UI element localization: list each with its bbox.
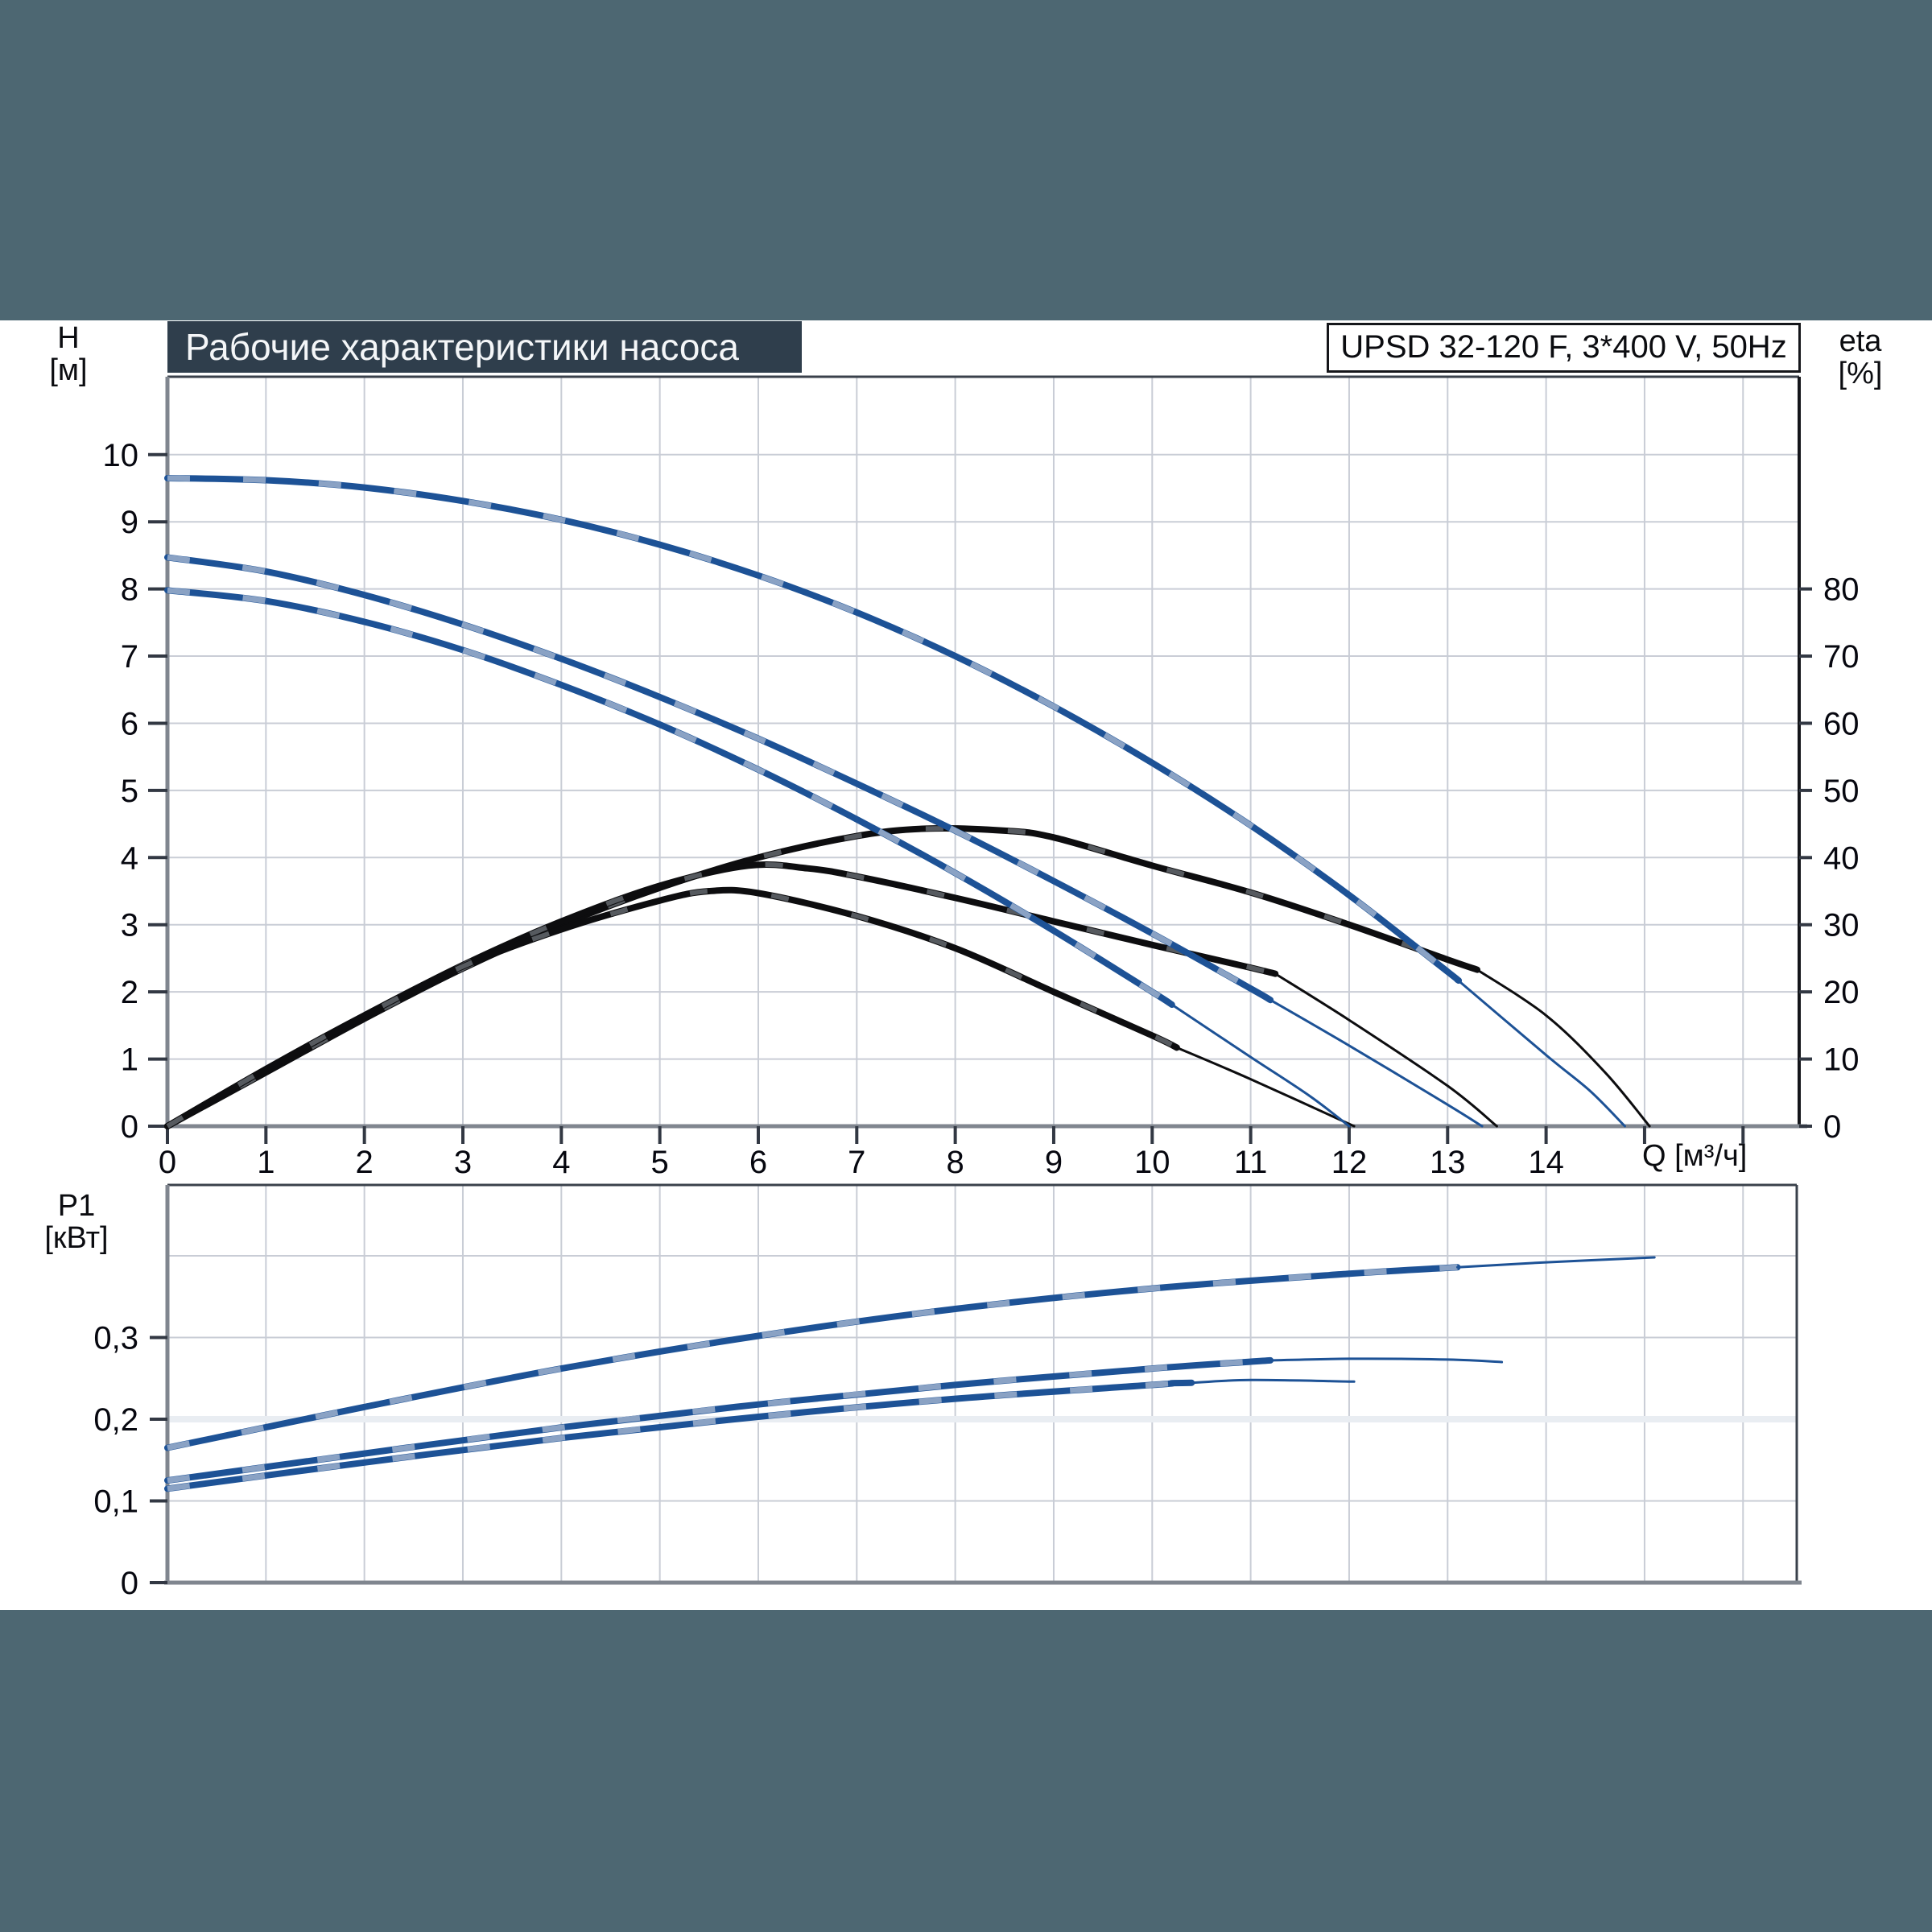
x-tick-label-14: 14: [1528, 1145, 1564, 1180]
h-tick-label-8: 8: [121, 572, 138, 608]
x-tick-label-4: 4: [552, 1145, 570, 1180]
x-tick-label-12: 12: [1331, 1145, 1368, 1180]
h-tick-label-0: 0: [121, 1109, 138, 1145]
h-tick-label-5: 5: [121, 774, 138, 809]
h-tick-label-1: 1: [121, 1042, 138, 1078]
curve-eta-speed-2-tail: [1274, 972, 1498, 1128]
p1-highlight-band: [167, 1416, 1797, 1423]
curve-p1-speed-3-tail: [1456, 1256, 1656, 1269]
eta-tick-label-50: 50: [1823, 774, 1860, 809]
x-tick-label-2: 2: [356, 1145, 374, 1180]
x-tick-label-11: 11: [1234, 1145, 1268, 1180]
curve-p1-speed-1: [164, 1379, 1195, 1492]
h-tick-label-9: 9: [121, 505, 138, 540]
eta-tick-label-30: 30: [1823, 908, 1860, 943]
curve-head-speed-3-dash-overlay: [167, 475, 1462, 984]
curve-head-speed-2-dash-overlay: [167, 554, 1272, 1003]
curve-eta-speed-1: [164, 886, 1180, 1129]
curve-p1-speed-1-tail: [1190, 1378, 1356, 1385]
curve-head-speed-1-tail: [1170, 1003, 1351, 1128]
p1-tick-label-0.1: 0,1: [93, 1484, 138, 1520]
p1-tick-label-0: 0: [121, 1566, 138, 1601]
eta-tick-label-60: 60: [1823, 706, 1860, 741]
eta-tick-label-10: 10: [1823, 1042, 1860, 1078]
title-bar: Рабочие характеристики насоса: [167, 321, 802, 373]
p1-tick-label-0.3: 0,3: [93, 1321, 138, 1356]
eta-axis-name: eta: [1839, 324, 1882, 358]
x-tick-label-9: 9: [1045, 1145, 1063, 1180]
curve-p1-speed-1-dash-overlay: [167, 1380, 1192, 1492]
pump-model-label: UPSD 32-120 F, 3*400 V, 50Hz: [1340, 329, 1787, 365]
curve-p1-speed-2: [164, 1356, 1274, 1484]
curve-head-speed-1: [164, 587, 1175, 1008]
x-tick-label-3: 3: [454, 1145, 472, 1180]
h-tick-label-2: 2: [121, 975, 138, 1010]
x-tick-label-7: 7: [848, 1145, 865, 1180]
h-tick-label-10: 10: [103, 438, 139, 473]
top-band: [0, 0, 1932, 320]
x-tick-label-6: 6: [749, 1145, 767, 1180]
curve-eta-speed-1-tail: [1175, 1046, 1356, 1128]
curve-eta-speed-2-dash-overlay: [166, 862, 1276, 1129]
head-axis-label: H [м]: [32, 322, 105, 386]
x-tick-label-1: 1: [257, 1145, 275, 1180]
p1-tick-label-0.2: 0,2: [93, 1402, 138, 1438]
curve-head-speed-2-tail: [1269, 998, 1484, 1128]
curve-p1-speed-3-dash-overlay: [167, 1264, 1458, 1451]
eta-axis-unit: [%]: [1838, 357, 1883, 390]
h-tick-label-4: 4: [121, 840, 138, 876]
pump-model-box: UPSD 32-120 F, 3*400 V, 50Hz: [1327, 323, 1801, 373]
eta-tick-label-40: 40: [1823, 840, 1860, 876]
x-tick-label-8: 8: [947, 1145, 964, 1180]
p1-axis-label: P1 [кВт]: [24, 1190, 129, 1254]
h-tick-label-7: 7: [121, 639, 138, 675]
curve-head-speed-1-dash-overlay: [167, 587, 1174, 1007]
x-tick-label-5: 5: [651, 1145, 669, 1180]
p1-axis-name: P1: [57, 1189, 96, 1223]
eta-tick-label-70: 70: [1823, 639, 1860, 675]
h-tick-label-3: 3: [121, 908, 138, 943]
eta-tick-label-0: 0: [1823, 1109, 1841, 1145]
x-tick-label-13: 13: [1430, 1145, 1466, 1180]
h-tick-label-6: 6: [121, 706, 138, 741]
page-title: Рабочие характеристики насоса: [185, 326, 740, 368]
flow-axis-label: Q [м³/ч]: [1642, 1139, 1748, 1173]
x-tick-label-10: 10: [1134, 1145, 1170, 1180]
curve-eta-speed-3-tail: [1476, 968, 1651, 1128]
curve-head-speed-3-tail: [1456, 978, 1626, 1128]
eta-tick-label-20: 20: [1823, 975, 1860, 1010]
bottom-band: [0, 1610, 1932, 1932]
curve-eta-speed-2: [164, 861, 1279, 1129]
x-tick-label-0: 0: [159, 1145, 176, 1180]
eta-tick-label-80: 80: [1823, 572, 1860, 608]
curve-p1-speed-2-tail: [1269, 1357, 1504, 1364]
p1-axis-unit: [кВт]: [44, 1221, 109, 1255]
eta-axis-label: eta [%]: [1816, 325, 1905, 390]
head-axis-unit: [м]: [49, 353, 88, 387]
curve-eta-speed-1-dash-overlay: [166, 887, 1179, 1129]
head-axis-name: H: [57, 321, 80, 355]
